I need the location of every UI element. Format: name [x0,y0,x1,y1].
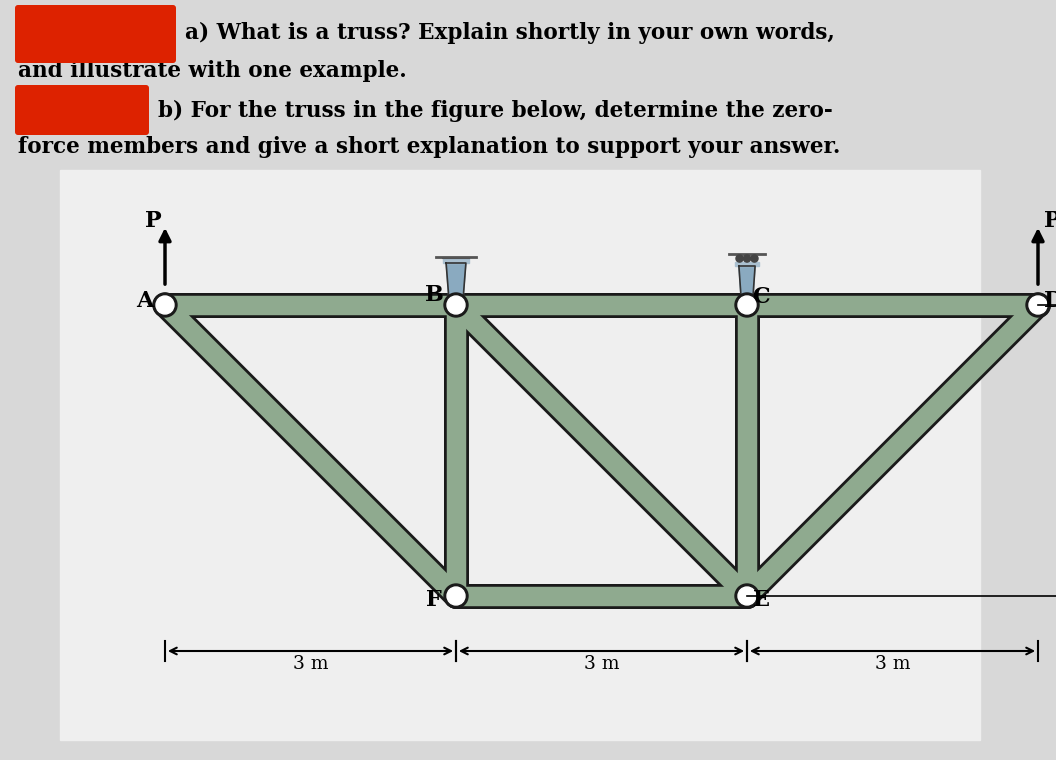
Circle shape [735,584,759,608]
Text: 3 m: 3 m [584,655,619,673]
Text: b) For the truss in the figure below, determine the zero-: b) For the truss in the figure below, de… [158,100,833,122]
Circle shape [153,293,177,317]
Bar [60,170,980,740]
FancyBboxPatch shape [15,85,149,135]
Text: E: E [753,589,770,611]
Circle shape [743,255,751,262]
Circle shape [738,296,756,314]
Circle shape [735,293,759,317]
Text: P: P [1043,210,1056,232]
Text: F: F [427,589,441,611]
Text: and illustrate with one example.: and illustrate with one example. [18,60,407,82]
Text: force members and give a short explanation to support your answer.: force members and give a short explanati… [18,136,841,158]
Text: 3 m: 3 m [293,655,328,673]
Circle shape [444,293,468,317]
Bar [442,258,469,263]
Circle shape [447,587,465,605]
Circle shape [447,296,465,314]
Polygon shape [739,266,755,305]
Circle shape [444,584,468,608]
Text: B: B [425,284,444,306]
Text: a) What is a truss? Explain shortly in your own words,: a) What is a truss? Explain shortly in y… [185,22,835,44]
Polygon shape [446,263,466,305]
Circle shape [736,255,743,262]
Circle shape [751,255,758,262]
Text: P: P [145,210,162,232]
Text: A: A [136,290,154,312]
Bar [0,0,1056,180]
Circle shape [738,587,756,605]
FancyBboxPatch shape [15,5,176,63]
Bar [735,261,759,266]
Circle shape [1029,296,1046,314]
Circle shape [156,296,174,314]
Text: D: D [1044,290,1056,312]
Text: C: C [752,286,770,308]
Circle shape [1026,293,1050,317]
Text: 3 m: 3 m [874,655,910,673]
